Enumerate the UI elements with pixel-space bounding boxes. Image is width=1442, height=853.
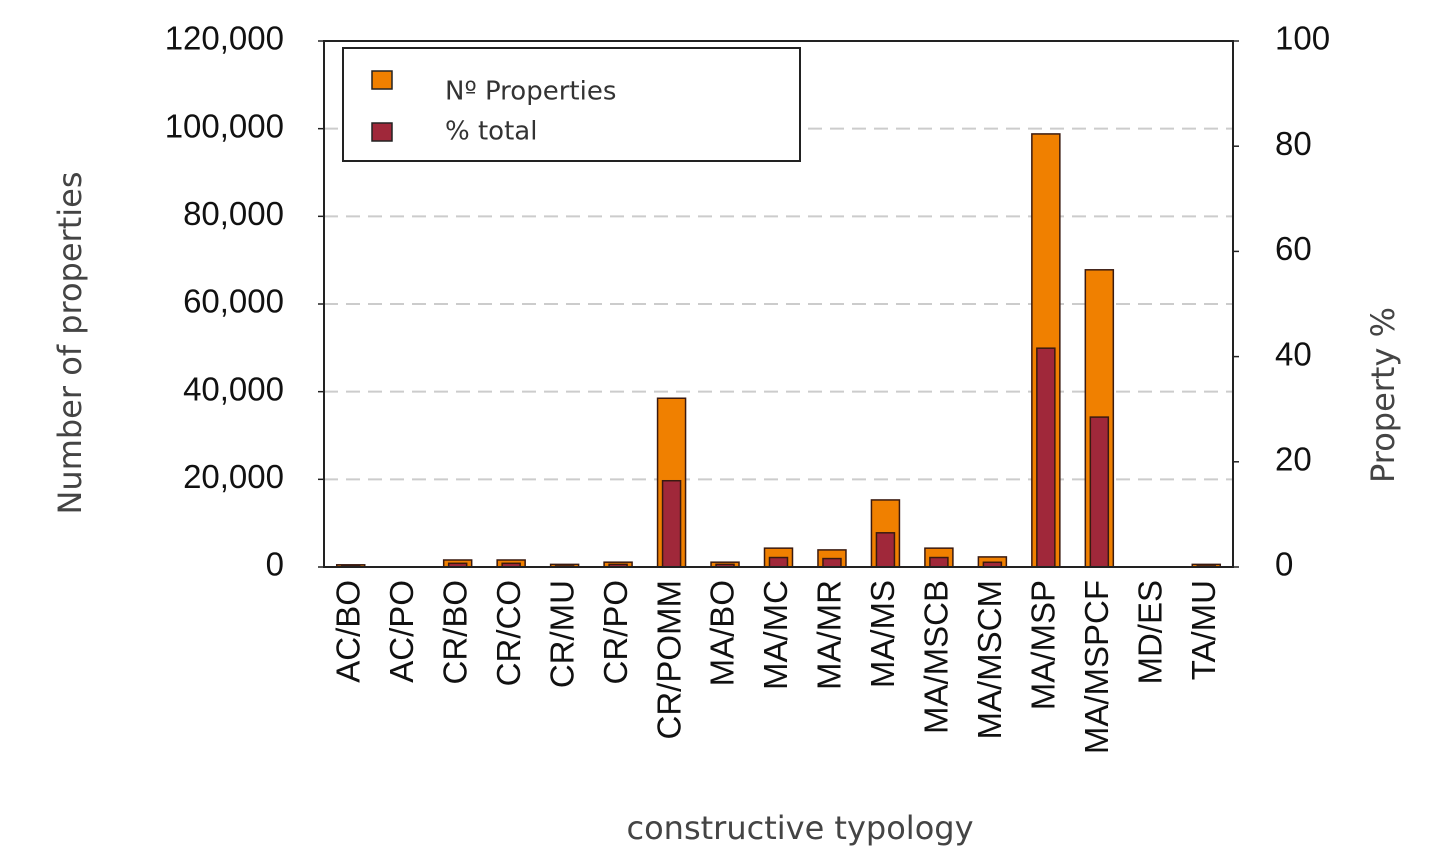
- x-tick-label: MA/MS: [864, 580, 901, 688]
- x-tick-label: CR/PO: [597, 580, 634, 685]
- bar: [768, 556, 789, 568]
- x-tick-label: MA/MSPCF: [1078, 580, 1115, 754]
- x-tick-label: MD/ES: [1132, 580, 1169, 685]
- x-tick-label: CR/POMM: [650, 580, 687, 740]
- legend-label: Nº Properties: [445, 77, 616, 107]
- y-tick-label: 60,000: [183, 283, 284, 320]
- y-axis-title: Number of properties: [51, 171, 89, 514]
- x-tick-label: MA/MC: [757, 580, 794, 690]
- bar: [929, 556, 949, 568]
- legend-box: [342, 47, 801, 162]
- x-tick-label: AC/PO: [383, 580, 420, 683]
- legend-swatch: [371, 70, 393, 90]
- y-tick-label: 40,000: [183, 370, 284, 407]
- legend-label: % total: [445, 117, 537, 147]
- bar: [1036, 347, 1056, 568]
- y2-tick-label: 20: [1275, 441, 1312, 478]
- x-tick-label: MA/MSCB: [918, 580, 955, 734]
- y-tick-label: 120,000: [165, 20, 284, 57]
- y2-tick-label: 60: [1275, 230, 1312, 267]
- x-tick-label: AC/BO: [329, 580, 366, 683]
- y-tick-label: 0: [266, 546, 284, 583]
- x-tick-label: MA/MR: [811, 580, 848, 690]
- y2-tick-label: 80: [1275, 125, 1312, 162]
- x-tick-label: MA/MSP: [1025, 580, 1062, 710]
- bar: [661, 479, 682, 568]
- y2-tick-label: 100: [1275, 20, 1330, 57]
- x-tick-label: MA/BO: [704, 580, 741, 686]
- x-tick-label: CR/CO: [490, 580, 527, 686]
- legend-swatch: [371, 122, 393, 142]
- bar: [822, 557, 842, 568]
- bar: [1089, 416, 1110, 568]
- x-tick-label: MA/MSCM: [971, 580, 1008, 740]
- x-tick-label: CR/MU: [543, 580, 580, 688]
- y-tick-label: 100,000: [165, 107, 284, 144]
- y2-axis-title: Property %: [1364, 307, 1402, 483]
- x-axis-title: constructive typology: [626, 809, 973, 847]
- y2-tick-label: 0: [1275, 546, 1293, 583]
- y2-tick-label: 40: [1275, 335, 1312, 372]
- bar: [875, 532, 896, 568]
- y-tick-label: 80,000: [183, 195, 284, 232]
- x-tick-label: TA/MU: [1185, 580, 1222, 680]
- y-tick-label: 20,000: [183, 458, 284, 495]
- x-tick-label: CR/BO: [436, 580, 473, 685]
- plot-frame: [323, 40, 1234, 568]
